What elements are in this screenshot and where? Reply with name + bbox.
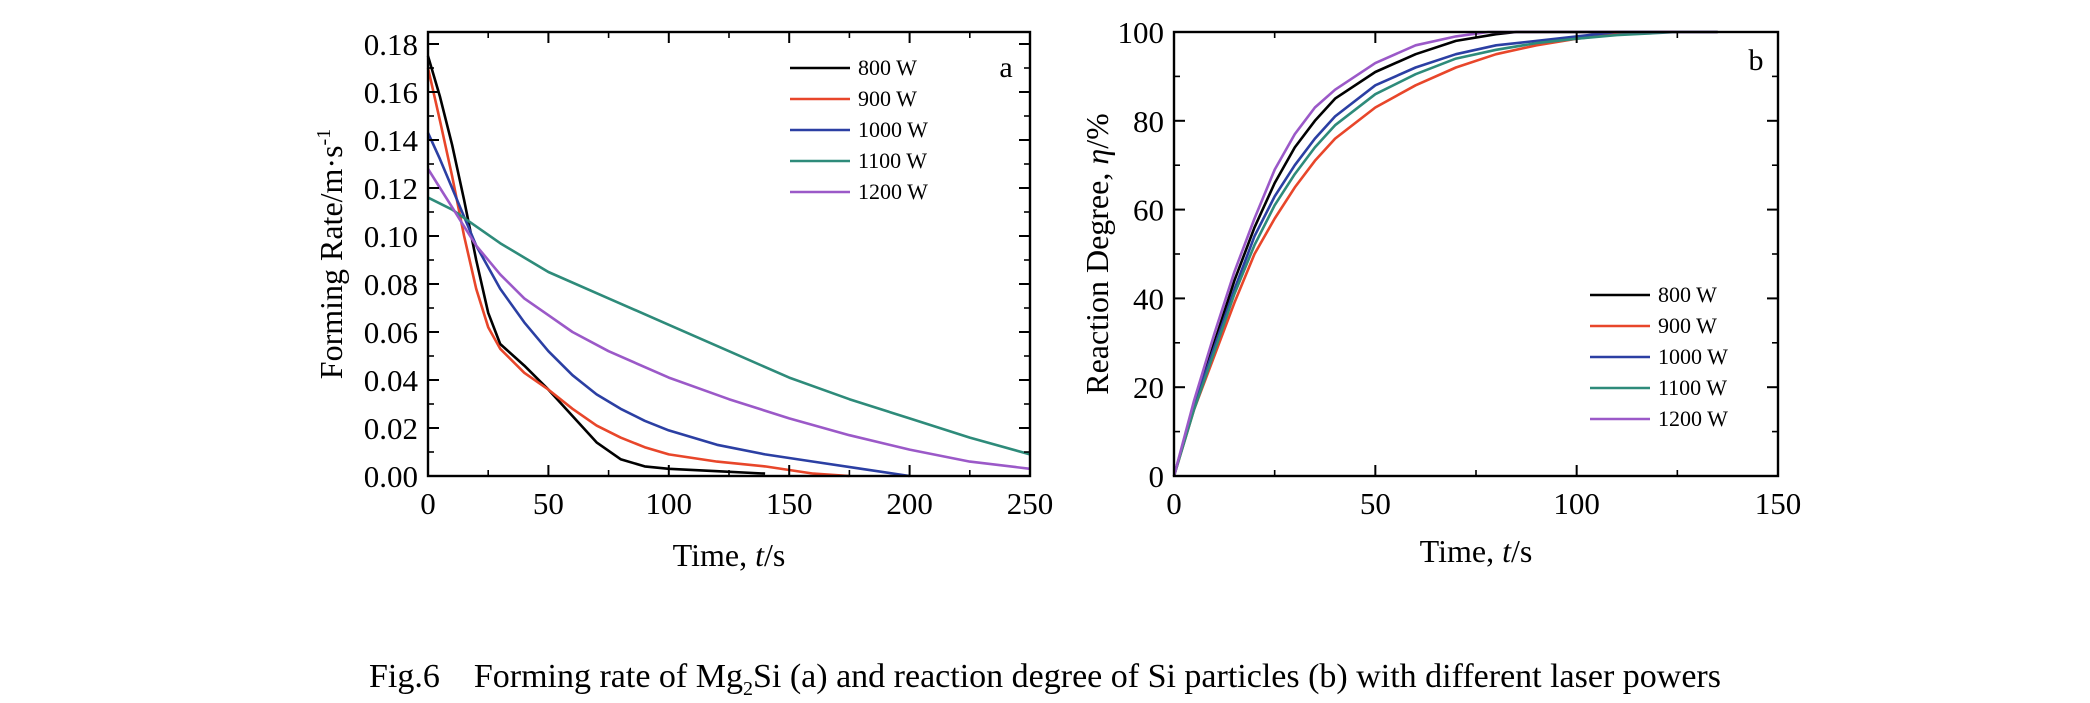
legend-label: 900 W <box>858 86 917 111</box>
y-tick-label: 0.18 <box>364 27 418 62</box>
legend-label: 800 W <box>858 55 917 80</box>
series-line-1200w <box>426 168 1031 471</box>
legend-label: 1100 W <box>858 148 927 173</box>
legend: 800 W 900 W 1000 W 1100 W 1200 W <box>1590 282 1728 431</box>
chart-panel-a: 0 50 100 150 200 250 0.00 0.02 0.04 0.06 0.08 0.10 0… <box>313 27 1053 573</box>
y-tick-label: 0.10 <box>364 219 418 254</box>
y-tick-label: 80 <box>1133 104 1164 139</box>
y-tick-label: 0.08 <box>364 267 418 302</box>
chart-panel-b: 0 50 100 150 0 20 40 60 80 100 Time, t/s Reaction D… <box>1079 15 1801 569</box>
legend: 800 W 900 W 1000 W 1100 W 1200 W <box>790 55 928 204</box>
y-tick-label: 0.00 <box>364 459 418 494</box>
y-tick-label: 0.16 <box>364 75 418 110</box>
y-tick-label: 60 <box>1133 193 1164 228</box>
x-tick-label: 0 <box>420 486 436 521</box>
panel-letter: b <box>1749 44 1764 77</box>
series-line-1100w <box>427 196 1031 456</box>
x-tick-label: 200 <box>886 486 933 521</box>
legend-label: 800 W <box>1658 282 1717 307</box>
x-tick-label: 0 <box>1166 486 1182 521</box>
legend-label: 1100 W <box>1658 375 1727 400</box>
y-tick-label: 40 <box>1133 281 1164 316</box>
y-tick-label: 0.12 <box>364 171 418 206</box>
figure-caption: Fig.6 Forming rate of Mg2Si (a) and reac… <box>0 658 2090 701</box>
y-tick-label: 0.04 <box>364 363 419 398</box>
series-line-1200w <box>1172 30 1718 477</box>
caption-text-start: Forming rate of Mg <box>473 658 743 695</box>
series-line-800w <box>1172 30 1718 477</box>
legend-label: 1000 W <box>858 117 928 142</box>
y-tick-label: 0 <box>1149 459 1165 494</box>
series-line-1000w <box>426 132 910 478</box>
caption-subscript: 2 <box>742 677 753 700</box>
x-tick-label: 50 <box>1360 486 1391 521</box>
x-tick-label: 250 <box>1007 486 1054 521</box>
caption-fig-number: Fig.6 <box>368 658 440 695</box>
series-line-1100w <box>1172 30 1718 477</box>
y-tick-label: 0.14 <box>364 123 419 158</box>
series-line-900w <box>1172 30 1718 477</box>
series-line-900w <box>426 67 850 478</box>
series-line-1000w <box>1172 30 1718 477</box>
x-tick-label: 50 <box>533 486 564 521</box>
legend-label: 1200 W <box>858 179 928 204</box>
x-axis-title: Time, t/s <box>673 537 786 573</box>
y-axis-title: Forming Rate/m·s-1 <box>313 129 349 379</box>
y-tick-label: 0.02 <box>364 411 418 446</box>
legend-label: 1200 W <box>1658 406 1728 431</box>
x-tick-label: 150 <box>1755 486 1802 521</box>
legend-label: 1000 W <box>1658 344 1728 369</box>
x-tick-label: 150 <box>766 486 813 521</box>
caption-text-end: Si (a) and reaction degree of Si particl… <box>752 658 1721 695</box>
x-tick-label: 100 <box>646 486 693 521</box>
y-tick-label: 20 <box>1133 370 1164 405</box>
x-axis-title: Time, t/s <box>1420 533 1533 569</box>
legend-label: 900 W <box>1658 313 1717 338</box>
series-line-800w <box>426 55 766 475</box>
y-tick-label: 0.06 <box>364 315 418 350</box>
x-tick-label: 100 <box>1553 486 1600 521</box>
y-axis-title: Reaction Degree, η/% <box>1079 113 1115 395</box>
y-tick-label: 100 <box>1118 15 1165 50</box>
panel-letter: a <box>999 51 1012 84</box>
